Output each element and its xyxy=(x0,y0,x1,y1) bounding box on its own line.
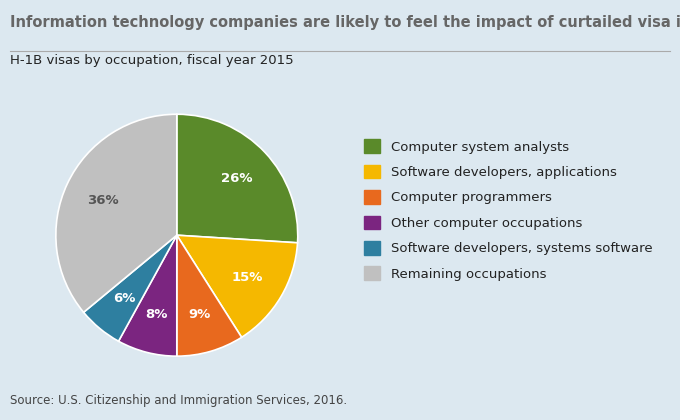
Wedge shape xyxy=(56,114,177,312)
Wedge shape xyxy=(84,235,177,341)
Text: 36%: 36% xyxy=(86,194,118,207)
Wedge shape xyxy=(118,235,177,356)
Legend: Computer system analysts, Software developers, applications, Computer programmer: Computer system analysts, Software devel… xyxy=(360,135,656,285)
Text: 15%: 15% xyxy=(232,270,263,284)
Text: 26%: 26% xyxy=(221,172,252,185)
Wedge shape xyxy=(177,235,241,356)
Text: 8%: 8% xyxy=(145,308,167,321)
Text: Source: U.S. Citizenship and Immigration Services, 2016.: Source: U.S. Citizenship and Immigration… xyxy=(10,394,347,407)
Text: 9%: 9% xyxy=(188,308,211,321)
Wedge shape xyxy=(177,235,298,337)
Text: 6%: 6% xyxy=(113,292,135,305)
Text: H-1B visas by occupation, fiscal year 2015: H-1B visas by occupation, fiscal year 20… xyxy=(10,54,294,67)
Text: Information technology companies are likely to feel the impact of curtailed visa: Information technology companies are lik… xyxy=(10,15,680,30)
Wedge shape xyxy=(177,114,298,243)
